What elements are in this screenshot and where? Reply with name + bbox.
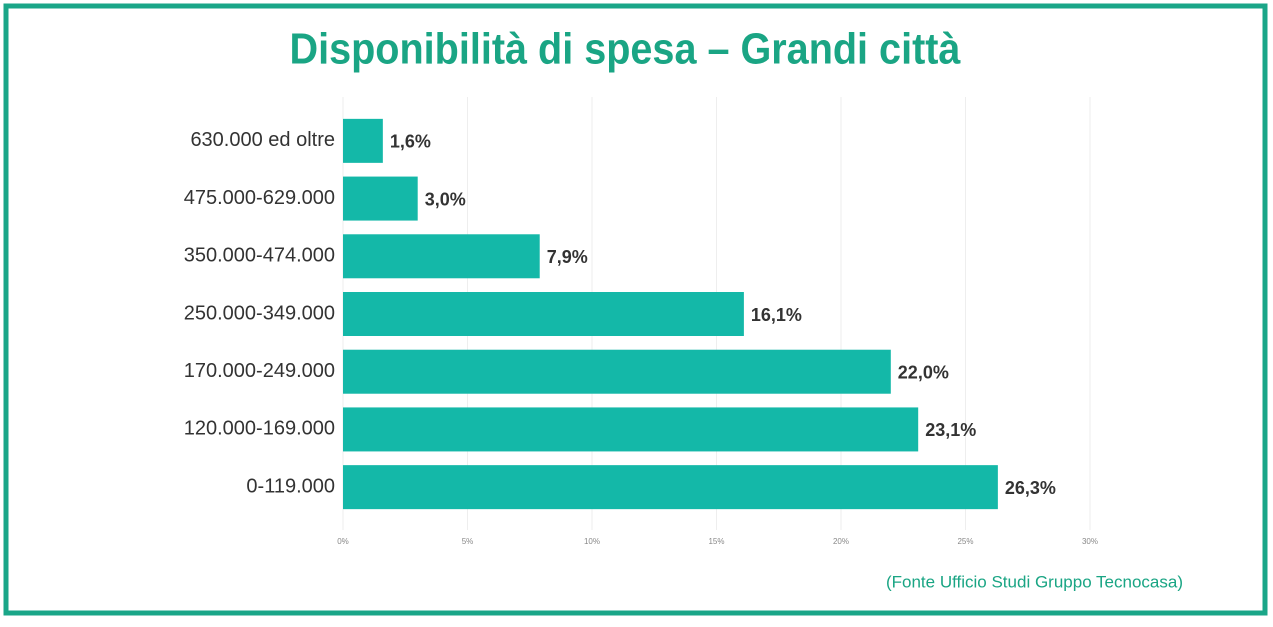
x-tick-label: 15% [708, 537, 724, 546]
x-tick-label: 25% [957, 537, 973, 546]
y-tick-label: 170.000-249.000 [184, 360, 335, 382]
frame [3, 3, 1268, 616]
value-label: 22,0% [898, 362, 949, 382]
bar [343, 234, 540, 279]
x-tick-label: 0% [337, 537, 349, 546]
bar [343, 349, 891, 394]
bar [343, 176, 418, 221]
x-tick-label: 20% [833, 537, 849, 546]
x-tick-label: 5% [462, 537, 474, 546]
source-note: (Fonte Ufficio Studi Gruppo Tecnocasa) [886, 572, 1183, 591]
y-tick-label: 630.000 ed oltre [190, 129, 335, 151]
bar [343, 292, 744, 336]
y-tick-label: 120.000-169.000 [184, 418, 335, 440]
y-tick-label: 350.000-474.000 [184, 245, 335, 267]
y-tick-label: 250.000-349.000 [184, 302, 335, 324]
value-label: 1,6% [390, 132, 431, 152]
bar [343, 465, 998, 510]
value-label: 7,9% [547, 247, 588, 267]
value-label: 23,1% [925, 420, 976, 440]
value-label: 16,1% [751, 305, 802, 325]
bar [343, 118, 383, 163]
value-label: 3,0% [425, 189, 466, 209]
bar [343, 407, 919, 452]
y-tick-label: 475.000-629.000 [184, 187, 335, 209]
chart-title: Disponibilità di spesa – Grandi città [290, 24, 962, 73]
value-label: 26,3% [1005, 478, 1056, 498]
x-tick-label: 30% [1082, 537, 1098, 546]
x-tick-label: 10% [584, 537, 600, 546]
y-tick-label: 0-119.000 [246, 475, 335, 497]
